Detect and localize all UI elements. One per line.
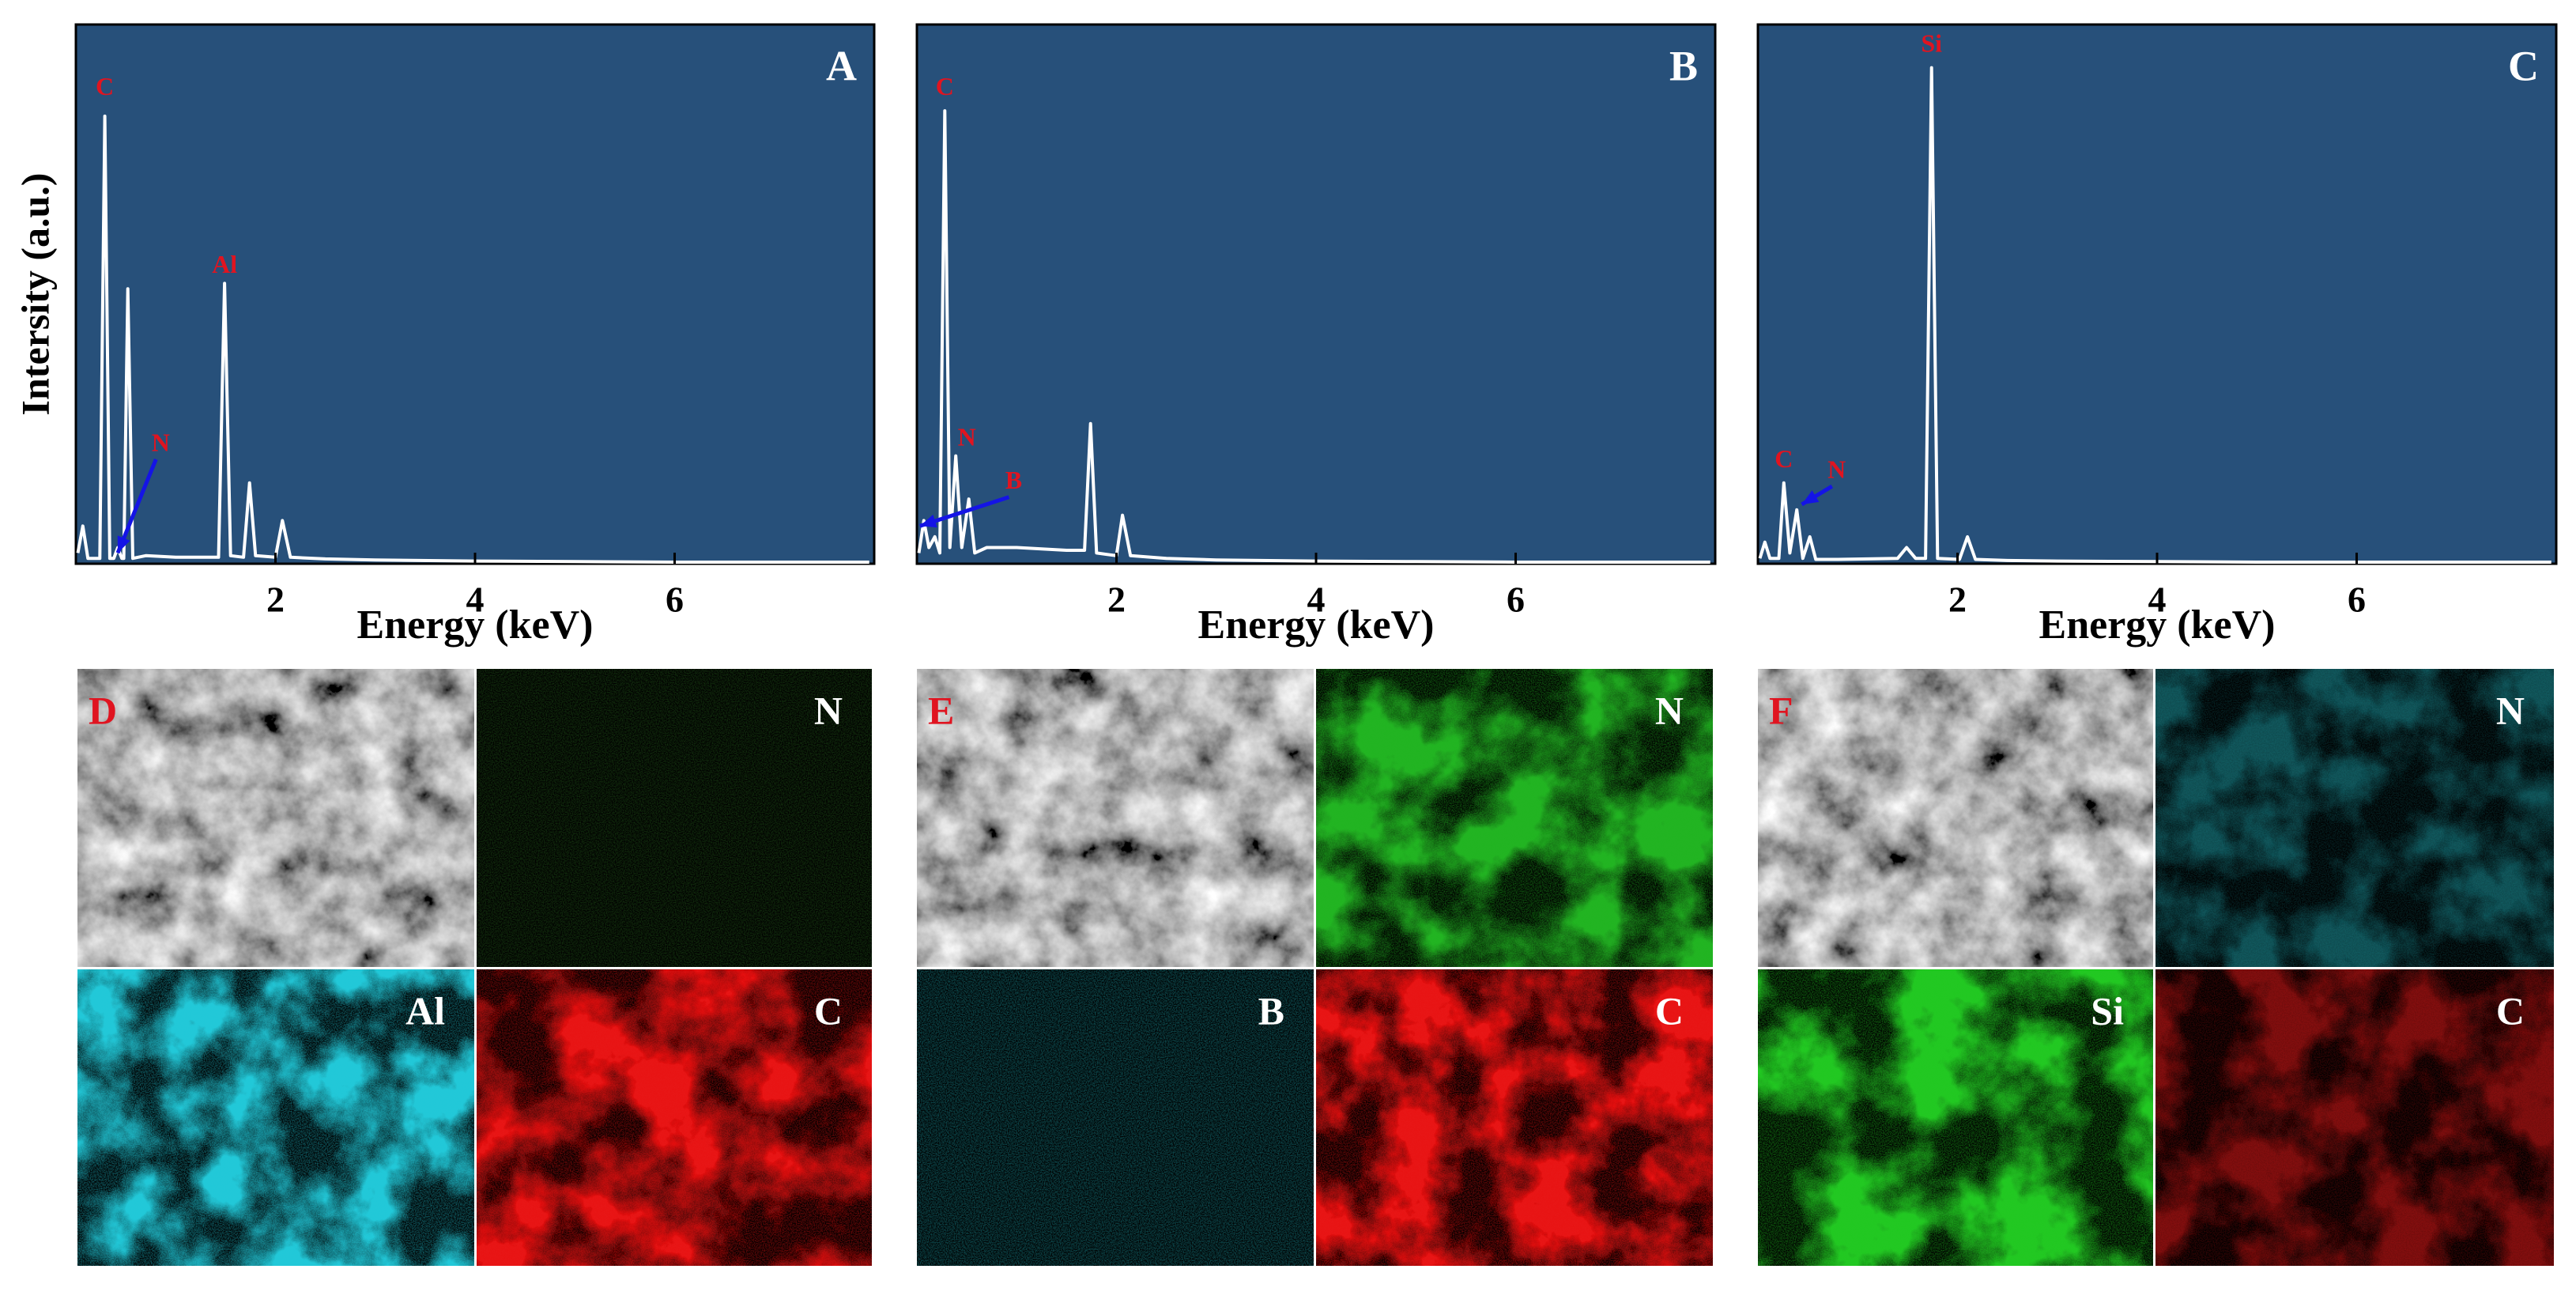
peak-label: Si [1921,29,1942,58]
peak-label: C [96,72,114,100]
element-label: C [1655,988,1684,1033]
peak-label: Al [212,250,237,278]
element-map-grain [77,969,474,1266]
peak-label: C [1775,444,1793,473]
plot-background [1756,23,2558,565]
element-map-grain [2155,669,2554,967]
spectrum-line [76,114,869,564]
x-tick-label: 6 [666,580,684,620]
x-tick-label: 6 [2348,580,2366,620]
element-label: N [814,688,843,732]
x-axis-label: Energy (keV) [1198,602,1435,648]
x-axis-label: Energy (keV) [2039,602,2276,648]
element-map-grain [1316,669,1713,967]
peak-label: B [1005,466,1022,494]
peak-label: C [936,72,954,100]
arrow-head [1801,490,1820,504]
x-tick-label: 2 [266,580,285,620]
map-panel-label: F [1769,688,1793,732]
element-map-grain [1316,969,1713,1266]
spectrum-line [917,109,1710,564]
arrow-head [117,535,130,553]
element-map-grain [2155,969,2554,1266]
annotation-arrow [115,459,158,554]
panel-label: A [826,42,857,89]
peak-label: N [1827,455,1846,483]
element-label: Al [405,988,445,1033]
element-label: C [2496,988,2525,1033]
peak-label: N [152,428,170,456]
element-label: Si [2091,988,2124,1033]
sem-image [77,669,474,967]
map-panel-label: E [928,688,954,732]
x-axis-label: Energy (keV) [357,602,594,648]
x-tick-label: 6 [1507,580,1525,620]
spectrum-line [1758,66,2551,564]
element-map-grain [917,969,1314,1266]
element-label: N [2496,688,2525,732]
panel-label: C [2508,42,2539,89]
element-label: B [1258,988,1284,1033]
element-label: N [1655,688,1684,732]
x-tick-label: 4 [1307,580,1326,620]
sem-image [917,669,1314,967]
plot-background [915,23,1717,565]
plot-background [74,23,876,565]
element-map-grain [1758,969,2153,1266]
x-tick-label: 4 [466,580,485,620]
y-axis-label: Intersity (a.u.) [13,173,57,416]
x-tick-label: 2 [1948,580,1967,620]
peak-label: N [958,422,976,451]
arrow-head [919,514,937,528]
element-map-grain [477,969,872,1266]
panel-label: B [1669,42,1698,89]
element-label: C [814,988,843,1033]
element-map-grain [477,669,872,967]
x-tick-label: 4 [2148,580,2167,620]
map-panel-label: D [89,688,117,732]
sem-image [1758,669,2153,967]
x-tick-label: 2 [1107,580,1126,620]
